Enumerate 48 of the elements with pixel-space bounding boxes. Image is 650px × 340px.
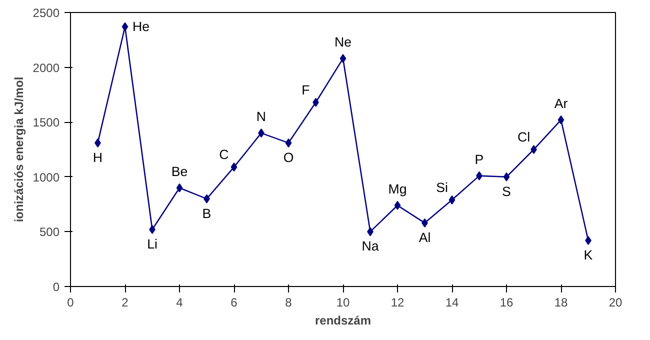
x-tick-label: 6 [230,296,238,310]
x-tick-label: 14 [445,296,459,310]
x-tick-label: 12 [390,296,404,310]
annotation: Li [147,236,158,252]
x-tick-label: 10 [336,296,350,310]
annotation: Na [362,238,380,254]
point [530,145,537,154]
annotation: Al [418,230,431,245]
y-tick-label: 1000 [32,170,60,184]
annotation: Mg [388,181,407,196]
y-axis-title: ionizációs energia kJ/mol [12,76,26,222]
point [394,200,401,210]
annotation: K [584,247,593,262]
annotation: He [132,19,150,34]
point [285,138,292,148]
annotation: H [92,150,103,165]
x-tick-label: 0 [67,296,74,310]
annotation: Ar [554,96,568,111]
point [448,195,456,204]
point [230,162,238,172]
annotation: P [474,152,484,167]
x-tick-label: 20 [608,296,622,310]
annotation: Cl [517,130,530,144]
annotation: N [256,109,266,124]
annotation: F [302,82,310,98]
point [176,183,183,192]
y-tick-label: 1500 [32,116,60,130]
x-axis-title: rendszám [314,314,372,328]
point [340,54,346,64]
y-tick-label: 2500 [32,6,60,20]
point [122,22,128,32]
annotation: O [283,150,294,165]
x-tick-label: 4 [176,296,184,310]
annotation: S [502,184,512,199]
point [558,115,564,124]
annotation: C [219,147,230,162]
y-tick-label: 0 [52,280,60,294]
y-tick-label: 2000 [32,60,60,75]
annotation: Si [436,180,448,195]
annotation: B [202,206,212,221]
annotation: Ne [334,34,352,50]
x-tick-label: 18 [554,296,568,310]
annotation: Be [171,164,188,179]
x-tick-label: 2 [122,296,129,310]
x-tick-label: 16 [500,296,514,310]
y-tick-label: 500 [39,225,60,240]
point [503,172,510,182]
x-tick-label: 8 [285,296,292,310]
